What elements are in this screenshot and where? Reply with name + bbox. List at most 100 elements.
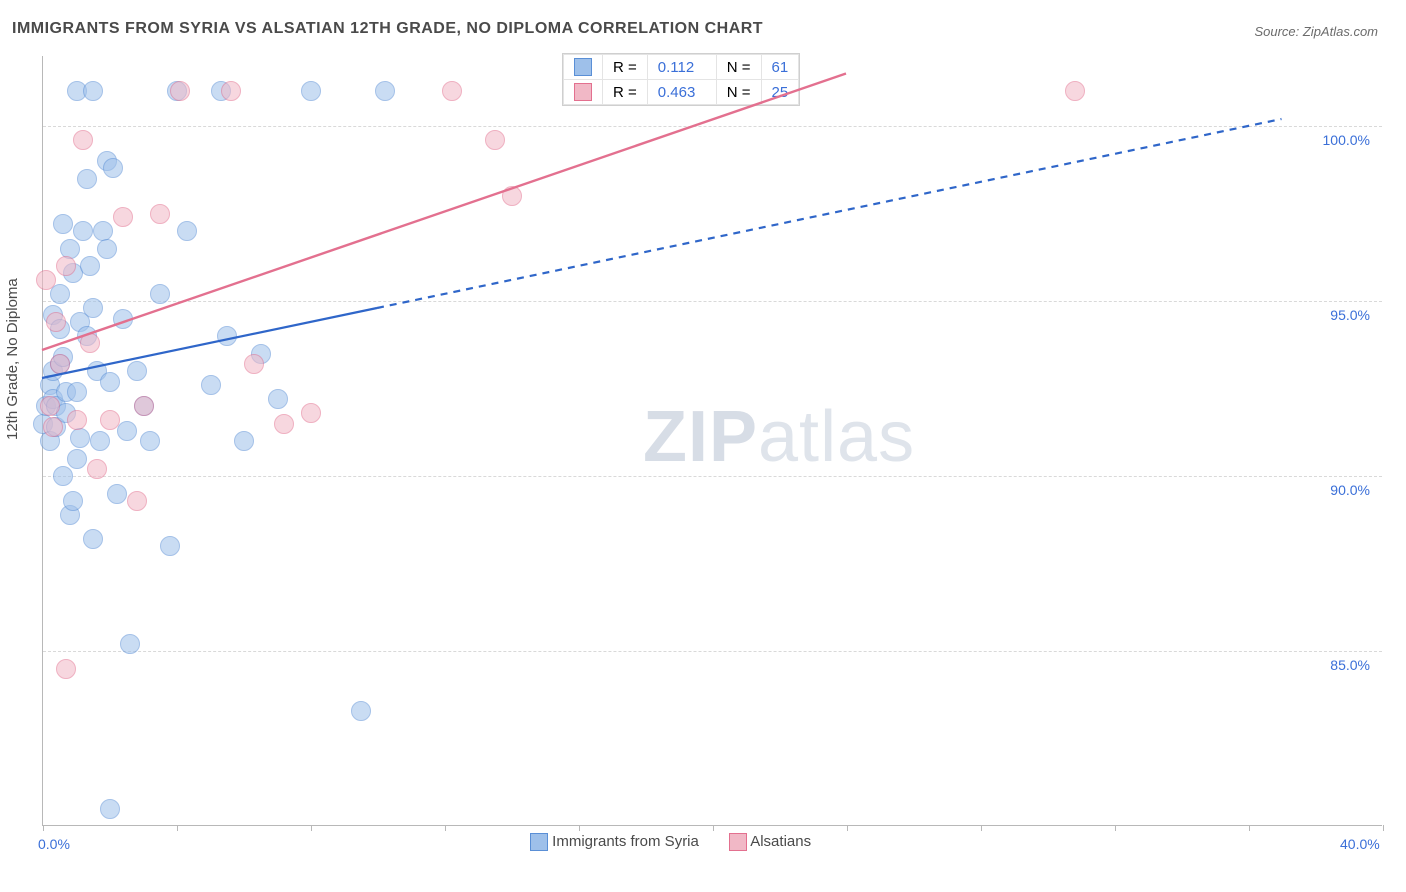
data-point-syria bbox=[177, 221, 197, 241]
data-point-syria bbox=[73, 221, 93, 241]
n-value-alsatians: 25 bbox=[761, 80, 799, 105]
data-point-syria bbox=[83, 298, 103, 318]
correlation-legend: R = 0.112 N = 61 R = 0.463 N = 25 bbox=[562, 53, 800, 106]
legend-label-syria: Immigrants from Syria bbox=[552, 833, 699, 850]
data-point-alsatians bbox=[244, 354, 264, 374]
data-point-syria bbox=[268, 389, 288, 409]
gridline-h bbox=[43, 651, 1382, 652]
source-attribution: Source: ZipAtlas.com bbox=[1254, 24, 1378, 39]
data-point-syria bbox=[107, 484, 127, 504]
data-point-syria bbox=[67, 382, 87, 402]
data-point-syria bbox=[234, 431, 254, 451]
legend-item-alsatians: Alsatians bbox=[729, 833, 811, 851]
data-point-syria bbox=[140, 431, 160, 451]
gridline-h bbox=[43, 301, 1382, 302]
x-tick bbox=[311, 825, 312, 831]
n-value-syria: 61 bbox=[761, 55, 799, 80]
swatch-syria bbox=[530, 833, 548, 851]
data-point-alsatians bbox=[150, 204, 170, 224]
data-point-alsatians bbox=[43, 417, 63, 437]
data-point-syria bbox=[70, 428, 90, 448]
data-point-syria bbox=[351, 701, 371, 721]
data-point-syria bbox=[63, 491, 83, 511]
x-tick bbox=[579, 825, 580, 831]
data-point-alsatians bbox=[113, 207, 133, 227]
data-point-syria bbox=[80, 256, 100, 276]
watermark: ZIPatlas bbox=[643, 396, 915, 478]
data-point-syria bbox=[83, 81, 103, 101]
r-value-syria: 0.112 bbox=[647, 55, 716, 80]
data-point-alsatians bbox=[502, 186, 522, 206]
chart-title: IMMIGRANTS FROM SYRIA VS ALSATIAN 12TH G… bbox=[12, 20, 763, 38]
data-point-alsatians bbox=[100, 410, 120, 430]
scatter-plot-area: ZIPatlas bbox=[42, 56, 1382, 826]
y-tick-label: 100.0% bbox=[1310, 132, 1370, 148]
data-point-alsatians bbox=[127, 491, 147, 511]
data-point-syria bbox=[301, 81, 321, 101]
x-tick-label: 0.0% bbox=[38, 836, 70, 852]
legend-label-alsatians: Alsatians bbox=[750, 833, 811, 850]
data-point-alsatians bbox=[40, 396, 60, 416]
y-axis-title: 12th Grade, No Diploma bbox=[4, 278, 21, 440]
y-tick-label: 90.0% bbox=[1310, 482, 1370, 498]
x-tick bbox=[1115, 825, 1116, 831]
x-tick bbox=[445, 825, 446, 831]
data-point-syria bbox=[113, 309, 133, 329]
swatch-alsatians bbox=[574, 83, 592, 101]
data-point-alsatians bbox=[56, 659, 76, 679]
data-point-alsatians bbox=[67, 410, 87, 430]
data-point-syria bbox=[83, 529, 103, 549]
n-label: N = bbox=[716, 55, 761, 80]
x-tick bbox=[981, 825, 982, 831]
watermark-atlas: atlas bbox=[758, 397, 915, 477]
data-point-alsatians bbox=[221, 81, 241, 101]
data-point-syria bbox=[117, 421, 137, 441]
x-tick bbox=[177, 825, 178, 831]
data-point-syria bbox=[93, 221, 113, 241]
x-tick bbox=[1249, 825, 1250, 831]
y-tick-label: 95.0% bbox=[1310, 307, 1370, 323]
data-point-alsatians bbox=[50, 354, 70, 374]
r-label: R = bbox=[603, 55, 648, 80]
data-point-syria bbox=[160, 536, 180, 556]
data-point-alsatians bbox=[485, 130, 505, 150]
data-point-syria bbox=[103, 158, 123, 178]
data-point-syria bbox=[201, 375, 221, 395]
data-point-alsatians bbox=[301, 403, 321, 423]
data-point-syria bbox=[100, 372, 120, 392]
data-point-alsatians bbox=[442, 81, 462, 101]
legend-row-syria: R = 0.112 N = 61 bbox=[564, 55, 799, 80]
legend-item-syria: Immigrants from Syria bbox=[530, 833, 699, 851]
data-point-syria bbox=[53, 466, 73, 486]
gridline-h bbox=[43, 126, 1382, 127]
gridline-h bbox=[43, 476, 1382, 477]
data-point-syria bbox=[67, 449, 87, 469]
swatch-syria bbox=[574, 58, 592, 76]
data-point-alsatians bbox=[87, 459, 107, 479]
data-point-syria bbox=[90, 431, 110, 451]
data-point-syria bbox=[217, 326, 237, 346]
y-tick-label: 85.0% bbox=[1310, 657, 1370, 673]
data-point-syria bbox=[100, 799, 120, 819]
r-value-alsatians: 0.463 bbox=[647, 80, 716, 105]
legend-row-alsatians: R = 0.463 N = 25 bbox=[564, 80, 799, 105]
data-point-alsatians bbox=[80, 333, 100, 353]
data-point-syria bbox=[97, 239, 117, 259]
series-legend: Immigrants from Syria Alsatians bbox=[530, 833, 811, 851]
x-tick bbox=[43, 825, 44, 831]
data-point-syria bbox=[53, 214, 73, 234]
r-label: R = bbox=[603, 80, 648, 105]
data-point-alsatians bbox=[73, 130, 93, 150]
correlation-table: R = 0.112 N = 61 R = 0.463 N = 25 bbox=[563, 54, 799, 105]
watermark-zip: ZIP bbox=[643, 397, 758, 477]
x-tick bbox=[847, 825, 848, 831]
data-point-alsatians bbox=[134, 396, 154, 416]
x-tick-label: 40.0% bbox=[1340, 836, 1380, 852]
data-point-syria bbox=[127, 361, 147, 381]
data-point-syria bbox=[120, 634, 140, 654]
n-label: N = bbox=[716, 80, 761, 105]
x-tick bbox=[713, 825, 714, 831]
data-point-syria bbox=[375, 81, 395, 101]
data-point-alsatians bbox=[1065, 81, 1085, 101]
x-tick bbox=[1383, 825, 1384, 831]
